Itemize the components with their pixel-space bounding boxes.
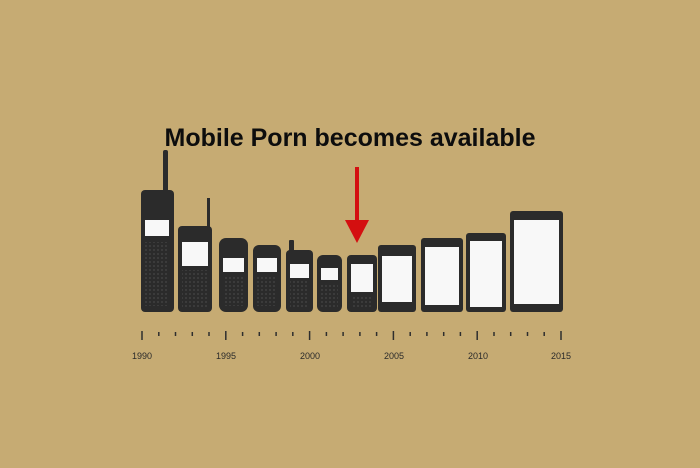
phone-2011-icon [510, 211, 563, 312]
phone-2008-icon [466, 233, 506, 312]
phone-1994-icon [219, 238, 248, 312]
phone-1992-icon [178, 198, 212, 312]
timeline-labels: 1990 1995 2000 2005 2010 2015 [132, 351, 571, 361]
phone-2004-icon [378, 245, 416, 312]
phone-1998-icon [286, 240, 313, 312]
phone-2000-icon [317, 255, 342, 312]
phone-1990-brick-icon [141, 150, 174, 312]
year-label-2010: 2010 [468, 351, 488, 361]
phone-2002-icon [347, 255, 377, 312]
year-label-2000: 2000 [300, 351, 320, 361]
year-label-1995: 1995 [216, 351, 236, 361]
down-arrow-icon [345, 167, 369, 243]
timeline-axis [141, 331, 562, 340]
year-label-2015: 2015 [551, 351, 571, 361]
phone-1996-icon [253, 245, 281, 312]
headline: Mobile Porn becomes available [164, 124, 536, 152]
year-label-1990: 1990 [132, 351, 152, 361]
year-label-2005: 2005 [384, 351, 404, 361]
phone-2006-icon [421, 238, 463, 312]
